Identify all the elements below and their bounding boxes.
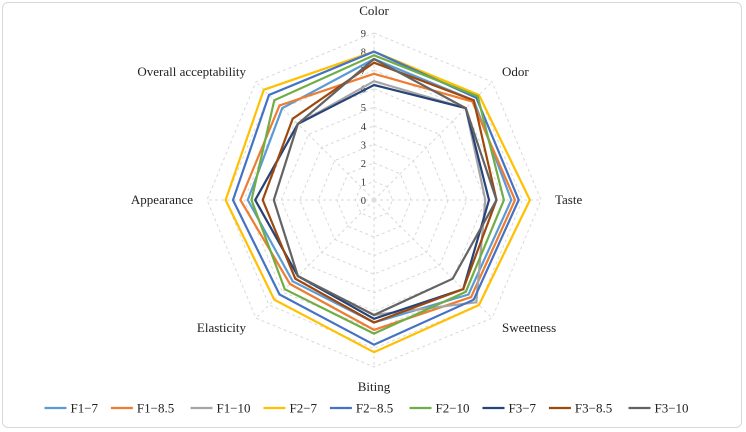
- series-group: [224, 50, 532, 354]
- legend-label: F3−7: [509, 401, 537, 416]
- axis-label: Elasticity: [197, 320, 247, 335]
- grid-ring: [299, 125, 449, 275]
- axis-label: Biting: [358, 379, 391, 394]
- legend-label: F1−10: [217, 401, 251, 416]
- axis-spoke: [255, 199, 375, 319]
- tick-label: 1: [361, 177, 366, 188]
- axis-label: Color: [359, 3, 389, 18]
- legend-label: F3−8.5: [575, 401, 612, 416]
- legend-label: F3−10: [655, 401, 689, 416]
- chart-frame: [2, 2, 742, 428]
- axis-label: Appearance: [131, 192, 193, 207]
- tick-label: 4: [361, 122, 367, 133]
- tick-label: 9: [361, 29, 366, 40]
- legend-label: F2−10: [436, 401, 470, 416]
- axis-label: Sweetness: [502, 320, 556, 335]
- series-line: [253, 83, 491, 320]
- radar-grid: [206, 32, 542, 368]
- axis-label: Taste: [555, 192, 582, 207]
- series-line: [250, 54, 506, 335]
- axis-spoke: [255, 81, 375, 201]
- series-line: [261, 61, 498, 324]
- tick-label: 2: [361, 159, 366, 170]
- axis-spoke: [373, 199, 493, 319]
- legend: F1−7 F1−8.5 F1−10 F2−7 F2−8.5 F2−10 F3−7 F3−8.5…: [44, 401, 689, 416]
- tick-label: 3: [361, 140, 366, 151]
- tick-label: 8: [361, 48, 366, 59]
- tick-label: 0: [361, 196, 366, 207]
- grid-ring: [336, 162, 412, 238]
- legend-label: F1−7: [71, 401, 99, 416]
- axis-label: Overall acceptability: [137, 64, 246, 79]
- legend-label: F2−7: [290, 401, 318, 416]
- grid-ring: [206, 32, 542, 368]
- axis-labels: Color Odor Taste Sweetness Biting Elasticity A…: [131, 3, 583, 394]
- legend-label: F1−8.5: [137, 401, 174, 416]
- tick-label: 5: [361, 103, 366, 114]
- series-line: [272, 57, 498, 317]
- tick-label: 7: [361, 66, 366, 77]
- series-line: [224, 50, 532, 354]
- grid-ring: [225, 51, 523, 349]
- legend-label: F2−8.5: [356, 401, 393, 416]
- axis-label: Odor: [502, 64, 529, 79]
- series-line: [231, 50, 520, 346]
